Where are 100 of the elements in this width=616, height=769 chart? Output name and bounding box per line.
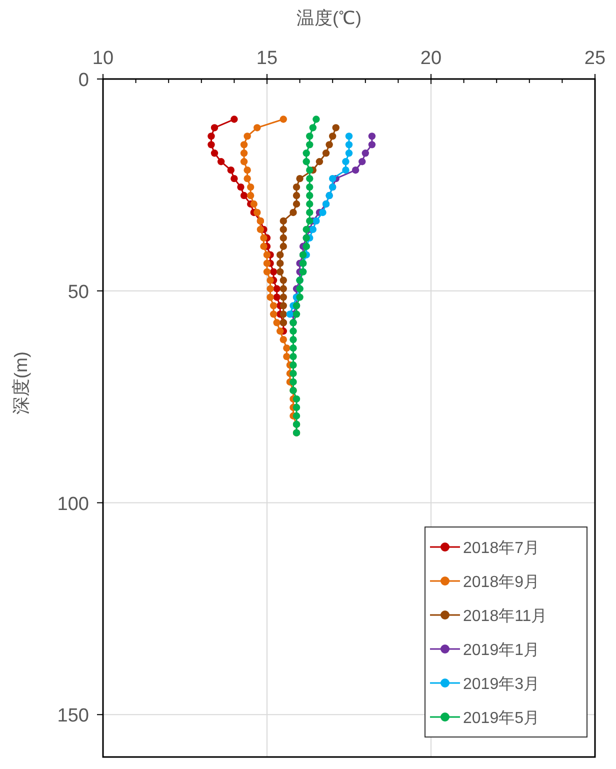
point (290, 208, 297, 216)
point (210, 124, 218, 132)
point (217, 158, 225, 166)
x-tick-label: 10 (92, 48, 114, 69)
point (276, 251, 284, 258)
x-tick-label: 25 (584, 48, 606, 69)
point (306, 174, 314, 182)
point (240, 150, 248, 157)
point (283, 344, 290, 352)
point (306, 183, 314, 191)
point (290, 352, 297, 360)
point (319, 208, 326, 216)
legend-label: 2018年9月 (463, 574, 540, 591)
point (296, 174, 304, 182)
legend-label: 2019年3月 (463, 676, 540, 693)
point (312, 217, 320, 225)
point (270, 302, 278, 310)
point (292, 395, 300, 403)
point (316, 158, 324, 166)
point (280, 242, 287, 250)
point (280, 310, 287, 318)
point (237, 183, 244, 191)
point (292, 404, 300, 412)
point (208, 141, 215, 148)
point (266, 294, 274, 301)
x-axis-title: 温度(℃) (296, 8, 362, 28)
point (263, 251, 271, 258)
point (290, 378, 297, 386)
point (292, 200, 300, 208)
point (342, 166, 350, 174)
point (240, 158, 248, 166)
point (368, 132, 376, 140)
point (306, 200, 314, 208)
point (280, 217, 287, 225)
point (280, 276, 287, 284)
point (292, 183, 300, 191)
x-tick-label: 15 (256, 48, 278, 69)
point (280, 234, 287, 242)
point (290, 344, 297, 352)
point (260, 234, 268, 242)
point (276, 260, 284, 267)
point (240, 141, 248, 148)
legend-label: 2019年5月 (463, 710, 540, 727)
y-tick-label: 150 (57, 706, 89, 727)
point (280, 285, 287, 292)
point (290, 336, 297, 344)
point (329, 132, 336, 140)
point (292, 412, 300, 420)
y-tick-label: 0 (78, 70, 89, 91)
point (247, 192, 254, 200)
point (342, 158, 350, 166)
point (306, 217, 314, 225)
point (263, 260, 271, 267)
point (254, 208, 261, 216)
point (290, 328, 297, 335)
point (292, 192, 300, 200)
x-tick-label: 20 (420, 48, 442, 69)
point (280, 336, 287, 344)
point (240, 192, 248, 200)
point (302, 150, 310, 157)
y-tick-label: 100 (57, 494, 89, 515)
point (290, 361, 297, 369)
point (309, 226, 317, 234)
point (290, 370, 297, 378)
point (254, 124, 261, 132)
point (312, 116, 320, 123)
point (263, 268, 271, 276)
point (345, 150, 353, 157)
point (230, 174, 238, 182)
point (345, 132, 353, 140)
point (322, 150, 330, 157)
legend-label: 2018年7月 (463, 540, 540, 557)
point (332, 124, 340, 132)
point (280, 294, 287, 301)
legend-label: 2018年11月 (463, 608, 548, 625)
point (270, 268, 278, 276)
point (292, 310, 300, 318)
point (306, 141, 314, 148)
y-axis-title: 深度(m) (11, 352, 31, 414)
point (302, 158, 310, 166)
point (250, 200, 258, 208)
point (326, 141, 333, 148)
point (247, 183, 254, 191)
point (306, 166, 314, 174)
point (273, 319, 280, 326)
point (362, 150, 369, 157)
point (244, 132, 251, 140)
point (358, 158, 366, 166)
point (256, 226, 264, 234)
point (368, 141, 376, 148)
point (280, 302, 287, 310)
point (345, 141, 353, 148)
point (266, 285, 274, 292)
point (309, 124, 317, 132)
point (210, 150, 218, 157)
point (227, 166, 235, 174)
point (306, 208, 314, 216)
point (270, 310, 278, 318)
point (280, 226, 287, 234)
point (329, 174, 336, 182)
